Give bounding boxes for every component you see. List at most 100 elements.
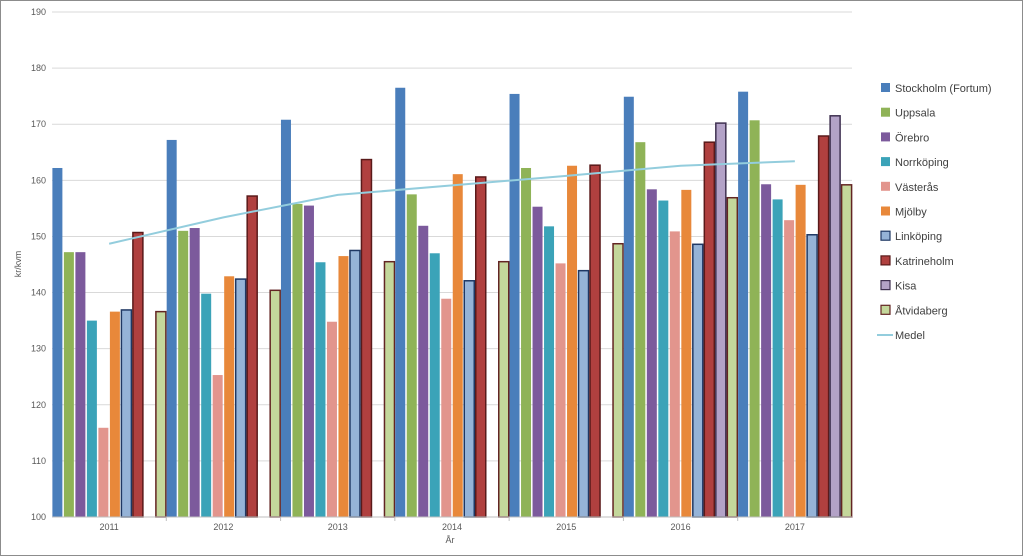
bar-norrk-ping [429, 253, 440, 517]
bar-uppsala [292, 203, 303, 517]
legend-label: Medel [895, 330, 925, 342]
bar-v-ster-s [441, 298, 452, 517]
y-tick-label: 150 [31, 231, 46, 241]
y-tick-label: 140 [31, 288, 46, 298]
bar-stockholm-fortum- [738, 91, 749, 517]
legend-label: Uppsala [895, 108, 936, 120]
bar-link-ping [234, 278, 247, 518]
legend-label: Norrköping [895, 157, 949, 169]
legend-label: Åtvidaberg [895, 304, 948, 317]
legend-swatch [880, 280, 891, 291]
bar-uppsala [635, 142, 646, 517]
bar-link-ping [463, 280, 475, 518]
y-axis-title: kr/kvm [13, 251, 23, 278]
bar-katrineholm [817, 135, 830, 518]
bar-stockholm-fortum- [166, 139, 177, 517]
bar-link-ping [120, 309, 133, 518]
bar-v-ster-s [326, 321, 337, 517]
legend-label: Örebro [895, 132, 929, 144]
bar-v-ster-s [98, 427, 109, 517]
y-tick-label: 100 [31, 512, 46, 522]
bar-norrk-ping [658, 200, 669, 518]
bar-katrineholm [703, 141, 716, 518]
x-tick-label: 2014 [442, 522, 462, 532]
y-tick-label: 120 [31, 400, 46, 410]
bar--rebro [761, 184, 772, 517]
bar-kisa [715, 122, 727, 518]
y-tick-label: 110 [32, 456, 46, 466]
x-tick-label: 2012 [213, 522, 233, 532]
bar--rebro [646, 189, 657, 518]
bar-mj-lby [224, 276, 235, 517]
bar-v-ster-s [784, 220, 795, 517]
bar--tvidaberg [498, 260, 510, 518]
x-tick-label: 2016 [671, 522, 691, 532]
legend-label: Västerås [895, 182, 939, 194]
bar-v-ster-s [555, 263, 566, 517]
legend-swatch [881, 157, 890, 167]
bar-v-ster-s [669, 231, 680, 517]
average-line-group [108, 160, 795, 245]
y-tick-label: 190 [31, 7, 46, 17]
legend-swatch [881, 132, 890, 142]
bar--tvidaberg [155, 310, 167, 518]
bar-link-ping [577, 269, 590, 518]
bar-mj-lby [681, 189, 692, 517]
legend-label: Linköping [895, 231, 942, 243]
bar-katrineholm [246, 195, 258, 518]
bar-norrk-ping [201, 293, 212, 517]
x-axis-title: År [446, 535, 455, 545]
legend-label: Mjölby [895, 207, 927, 219]
bar--tvidaberg [612, 242, 624, 518]
legend-swatch [880, 255, 891, 266]
bar-uppsala [521, 167, 532, 517]
y-tick-label: 160 [31, 175, 46, 185]
bar-katrineholm [132, 231, 144, 518]
bar--rebro [532, 206, 543, 517]
bar--rebro [303, 205, 314, 518]
bar--rebro [189, 228, 200, 517]
bar-katrineholm [475, 176, 487, 518]
bar-link-ping [692, 243, 704, 518]
x-tick-label: 2017 [785, 522, 805, 532]
bars [52, 87, 853, 518]
bar--tvidaberg [840, 184, 853, 518]
y-tick-label: 130 [31, 344, 46, 354]
y-tick-label: 180 [31, 63, 46, 73]
legend-swatch [881, 181, 890, 191]
bar-stockholm-fortum- [395, 87, 406, 517]
legend: Stockholm (Fortum) Uppsala Örebro Norrköpin… [877, 83, 992, 342]
bar-uppsala [63, 252, 74, 517]
x-tick-label: 2013 [328, 522, 348, 532]
bar-norrk-ping [86, 320, 97, 517]
bar-mj-lby [795, 184, 806, 518]
bar-mj-lby [338, 256, 349, 517]
bar-link-ping [349, 249, 361, 518]
bar-katrineholm [589, 164, 601, 518]
y-tick-label: 170 [31, 119, 46, 129]
legend-label: Kisa [895, 281, 917, 293]
bar-stockholm-fortum- [623, 96, 634, 517]
bar-mj-lby [109, 311, 120, 517]
bar--tvidaberg [726, 196, 739, 518]
legend-swatch [880, 230, 891, 241]
legend-swatch [881, 83, 890, 92]
bar--rebro [418, 225, 429, 518]
bar-mj-lby [567, 165, 578, 517]
bar-norrk-ping [772, 199, 783, 517]
x-tick-label: 2015 [556, 522, 576, 532]
bar--tvidaberg [269, 289, 281, 518]
bar-uppsala [406, 194, 417, 517]
legend-swatch [880, 304, 891, 315]
legend-swatch [881, 107, 890, 117]
bar-v-ster-s [212, 375, 223, 517]
bar-norrk-ping [544, 226, 555, 517]
legend-swatch [881, 206, 890, 216]
bar-kisa [829, 115, 841, 518]
bar-mj-lby [452, 174, 463, 517]
bar-stockholm-fortum- [52, 167, 63, 517]
average-line [108, 160, 795, 245]
bar-katrineholm [360, 158, 373, 518]
